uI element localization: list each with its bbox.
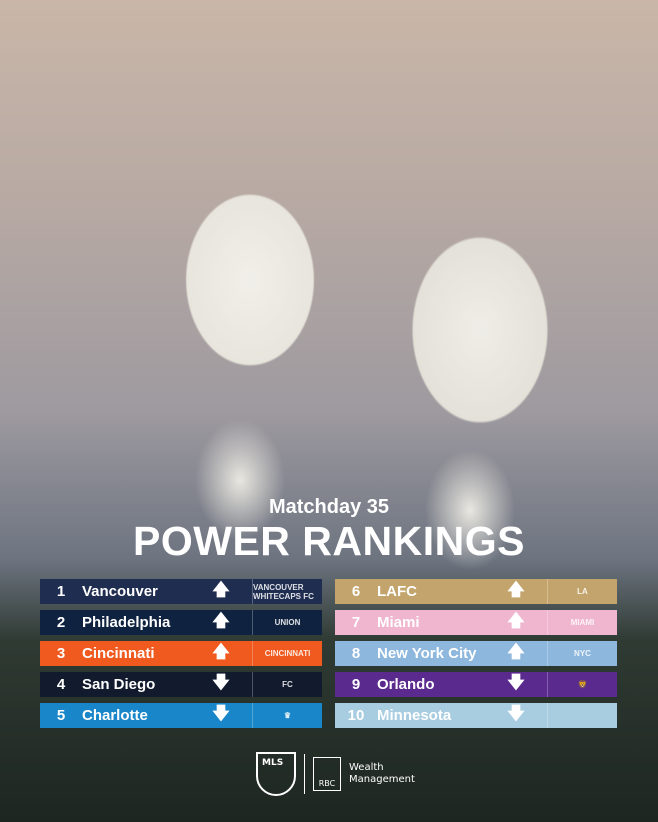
rank-number: 4: [56, 676, 66, 693]
rank-number: 5: [56, 707, 66, 724]
team-name: Charlotte: [82, 707, 148, 724]
team-name: Vancouver: [82, 583, 158, 600]
ranking-row: 3 Cincinnati 🡅 CINCINNATI: [40, 641, 322, 666]
team-name: Cincinnati: [82, 645, 155, 662]
team-logo: [547, 703, 617, 728]
team-logo: FC: [252, 672, 322, 697]
team-logo: ♛: [252, 703, 322, 728]
ranking-row: 9 Orlando 🡇 🦁: [335, 672, 617, 697]
team-logo: MIAMI: [547, 610, 617, 635]
mls-logo: MLS: [256, 752, 296, 796]
divider: [304, 754, 305, 794]
rank-number: 6: [351, 583, 361, 600]
team-logo: UNION: [252, 610, 322, 635]
team-logo: NYC: [547, 641, 617, 666]
ranking-row: 5 Charlotte 🡇 ♛: [40, 703, 322, 728]
team-name: San Diego: [82, 676, 156, 693]
ranking-row: 7 Miami 🡅 MIAMI: [335, 610, 617, 635]
team-name: LAFC: [377, 583, 417, 600]
trend-down-arrow-icon: 🡇: [212, 673, 230, 692]
rank-number: 10: [347, 707, 365, 724]
rank-number: 3: [56, 645, 66, 662]
ranking-row: 10 Minnesota 🡇: [335, 703, 617, 728]
rank-number: 8: [351, 645, 361, 662]
matchday-label: Matchday 35: [268, 496, 390, 518]
rbc-logo: RBC: [313, 757, 341, 791]
team-name: Orlando: [377, 676, 435, 693]
team-logo: LA: [547, 579, 617, 604]
team-name: Miami: [377, 614, 420, 631]
trend-up-arrow-icon: 🡅: [212, 611, 230, 630]
trend-up-arrow-icon: 🡅: [507, 580, 525, 599]
trend-down-arrow-icon: 🡇: [212, 704, 230, 723]
sponsor-text: Wealth Management: [349, 762, 415, 785]
team-logo: CINCINNATI: [252, 641, 322, 666]
team-logo: VANCOUVER WHITECAPS FC: [252, 579, 322, 604]
team-name: New York City: [377, 645, 477, 662]
team-name: Minnesota: [377, 707, 452, 724]
team-name: Philadelphia: [82, 614, 171, 631]
rank-number: 7: [351, 614, 361, 631]
ranking-row: 6 LAFC 🡅 LA: [335, 579, 617, 604]
trend-up-arrow-icon: 🡅: [507, 611, 525, 630]
trend-down-arrow-icon: 🡇: [507, 673, 525, 692]
ranking-row: 8 New York City 🡅 NYC: [335, 641, 617, 666]
trend-up-arrow-icon: 🡅: [212, 580, 230, 599]
team-logo: 🦁: [547, 672, 617, 697]
footer-logos: MLS RBC Wealth Management: [256, 752, 419, 796]
rank-number: 2: [56, 614, 66, 631]
page-title: POWER RANKINGS: [133, 518, 525, 564]
rank-number: 1: [56, 583, 66, 600]
ranking-row: 4 San Diego 🡇 FC: [40, 672, 322, 697]
trend-up-arrow-icon: 🡅: [212, 642, 230, 661]
rank-number: 9: [351, 676, 361, 693]
trend-up-arrow-icon: 🡅: [507, 642, 525, 661]
ranking-row: 1 Vancouver 🡅 VANCOUVER WHITECAPS FC: [40, 579, 322, 604]
trend-down-arrow-icon: 🡇: [507, 704, 525, 723]
ranking-row: 2 Philadelphia 🡅 UNION: [40, 610, 322, 635]
